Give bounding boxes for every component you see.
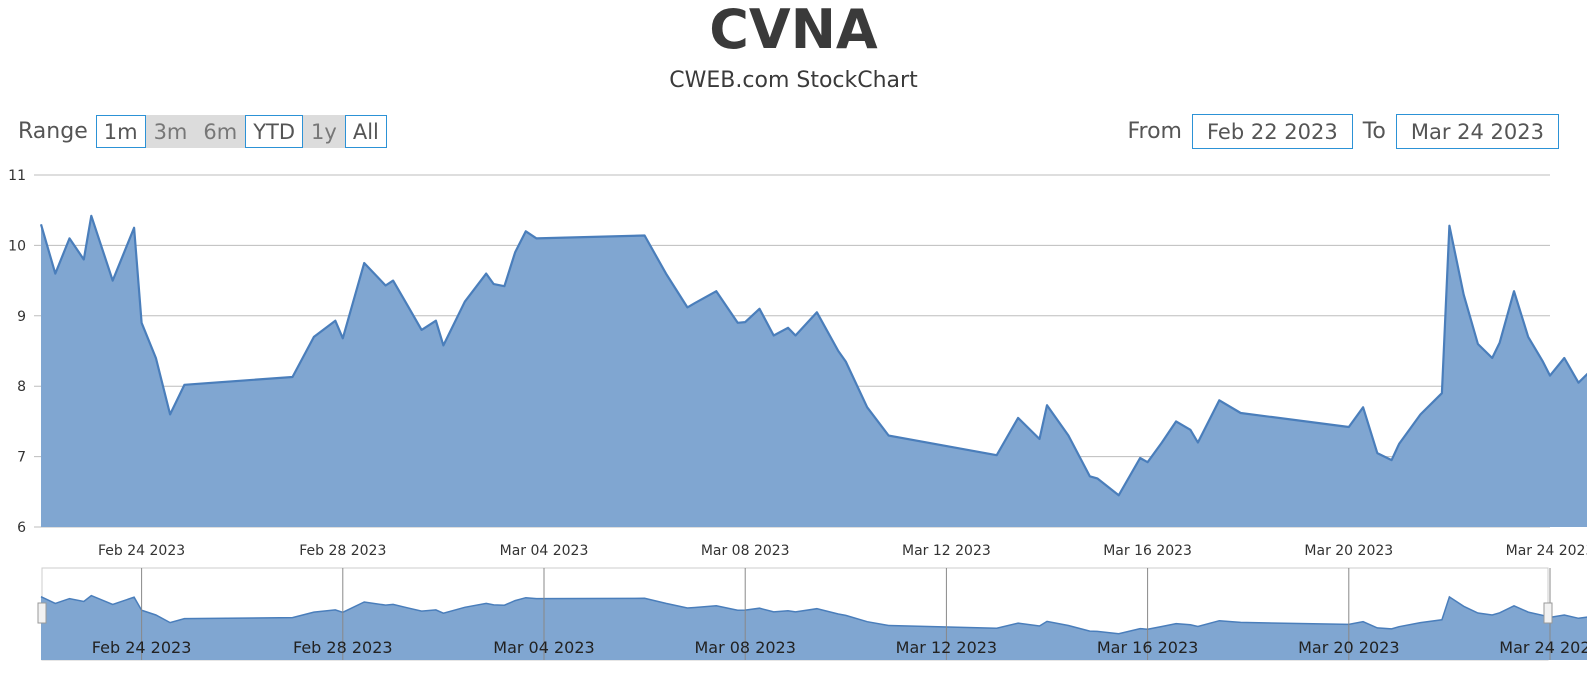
y-tick-label: 10 xyxy=(8,238,26,254)
from-date-input[interactable]: Feb 22 2023 xyxy=(1191,114,1353,149)
y-tick-label: 6 xyxy=(17,520,26,536)
chart-title: CVNA xyxy=(709,0,878,61)
range-button-all[interactable]: All xyxy=(344,115,387,148)
range-button-6m[interactable]: 6m xyxy=(195,115,246,148)
price-area xyxy=(41,215,1587,527)
navigator-tick-label: Mar 08 2023 xyxy=(694,638,795,657)
x-tick-label: Mar 20 2023 xyxy=(1304,543,1393,559)
navigator-tick-label: Mar 24 2023 xyxy=(1499,638,1587,657)
range-button-3m[interactable]: 3m xyxy=(145,115,196,148)
navigator-line xyxy=(40,594,1587,635)
from-label: From xyxy=(1127,119,1182,144)
to-label: To xyxy=(1362,119,1386,144)
price-line xyxy=(39,214,1587,497)
range-button-ytd[interactable]: YTD xyxy=(245,115,304,148)
range-button-1m[interactable]: 1m xyxy=(95,115,146,148)
x-tick-label: Feb 24 2023 xyxy=(98,543,185,559)
range-label: Range xyxy=(18,119,88,144)
navigator-tick-label: Feb 28 2023 xyxy=(293,638,393,657)
navigator-tick-label: Mar 20 2023 xyxy=(1298,638,1399,657)
y-tick-label: 11 xyxy=(8,168,26,184)
navigator-area xyxy=(41,595,1587,660)
x-tick-label: Mar 24 2023 xyxy=(1506,543,1587,559)
range-selector: Range 1m 3m 6m YTD 1y All xyxy=(18,114,387,149)
x-tick-label: Mar 16 2023 xyxy=(1103,543,1192,559)
y-tick-label: 8 xyxy=(17,379,26,395)
navigator-tick-label: Mar 16 2023 xyxy=(1097,638,1198,657)
x-tick-label: Mar 04 2023 xyxy=(500,543,589,559)
x-tick-label: Feb 28 2023 xyxy=(299,543,386,559)
x-tick-label: Mar 12 2023 xyxy=(902,543,991,559)
x-tick-label: Mar 08 2023 xyxy=(701,543,790,559)
y-tick-label: 7 xyxy=(17,450,26,466)
navigator-tick-label: Mar 04 2023 xyxy=(493,638,594,657)
navigator-tick-label: Feb 24 2023 xyxy=(92,638,192,657)
to-date-input[interactable]: Mar 24 2023 xyxy=(1395,114,1559,149)
navigator-left-handle xyxy=(37,602,47,624)
navigator-right-handle xyxy=(1543,602,1553,624)
y-tick-label: 9 xyxy=(17,309,26,325)
chart-subtitle: CWEB.com StockChart xyxy=(669,68,918,93)
range-button-1y[interactable]: 1y xyxy=(303,115,345,148)
navigator-tick-label: Mar 12 2023 xyxy=(896,638,997,657)
date-range-inputs: From Feb 22 2023 To Mar 24 2023 xyxy=(1117,114,1559,149)
